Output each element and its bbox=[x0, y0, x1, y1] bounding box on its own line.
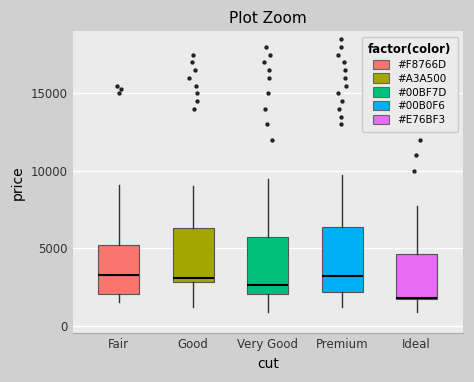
PathPatch shape bbox=[173, 228, 214, 282]
Title: Plot Zoom: Plot Zoom bbox=[229, 11, 307, 26]
PathPatch shape bbox=[247, 238, 288, 294]
PathPatch shape bbox=[396, 254, 437, 299]
Y-axis label: price: price bbox=[11, 165, 25, 200]
PathPatch shape bbox=[322, 227, 363, 291]
X-axis label: cut: cut bbox=[257, 357, 279, 371]
Legend: #F8766D, #A3A500, #00BF7D, #00B0F6, #E76BF3: #F8766D, #A3A500, #00BF7D, #00B0F6, #E76… bbox=[362, 37, 458, 131]
PathPatch shape bbox=[98, 245, 139, 294]
